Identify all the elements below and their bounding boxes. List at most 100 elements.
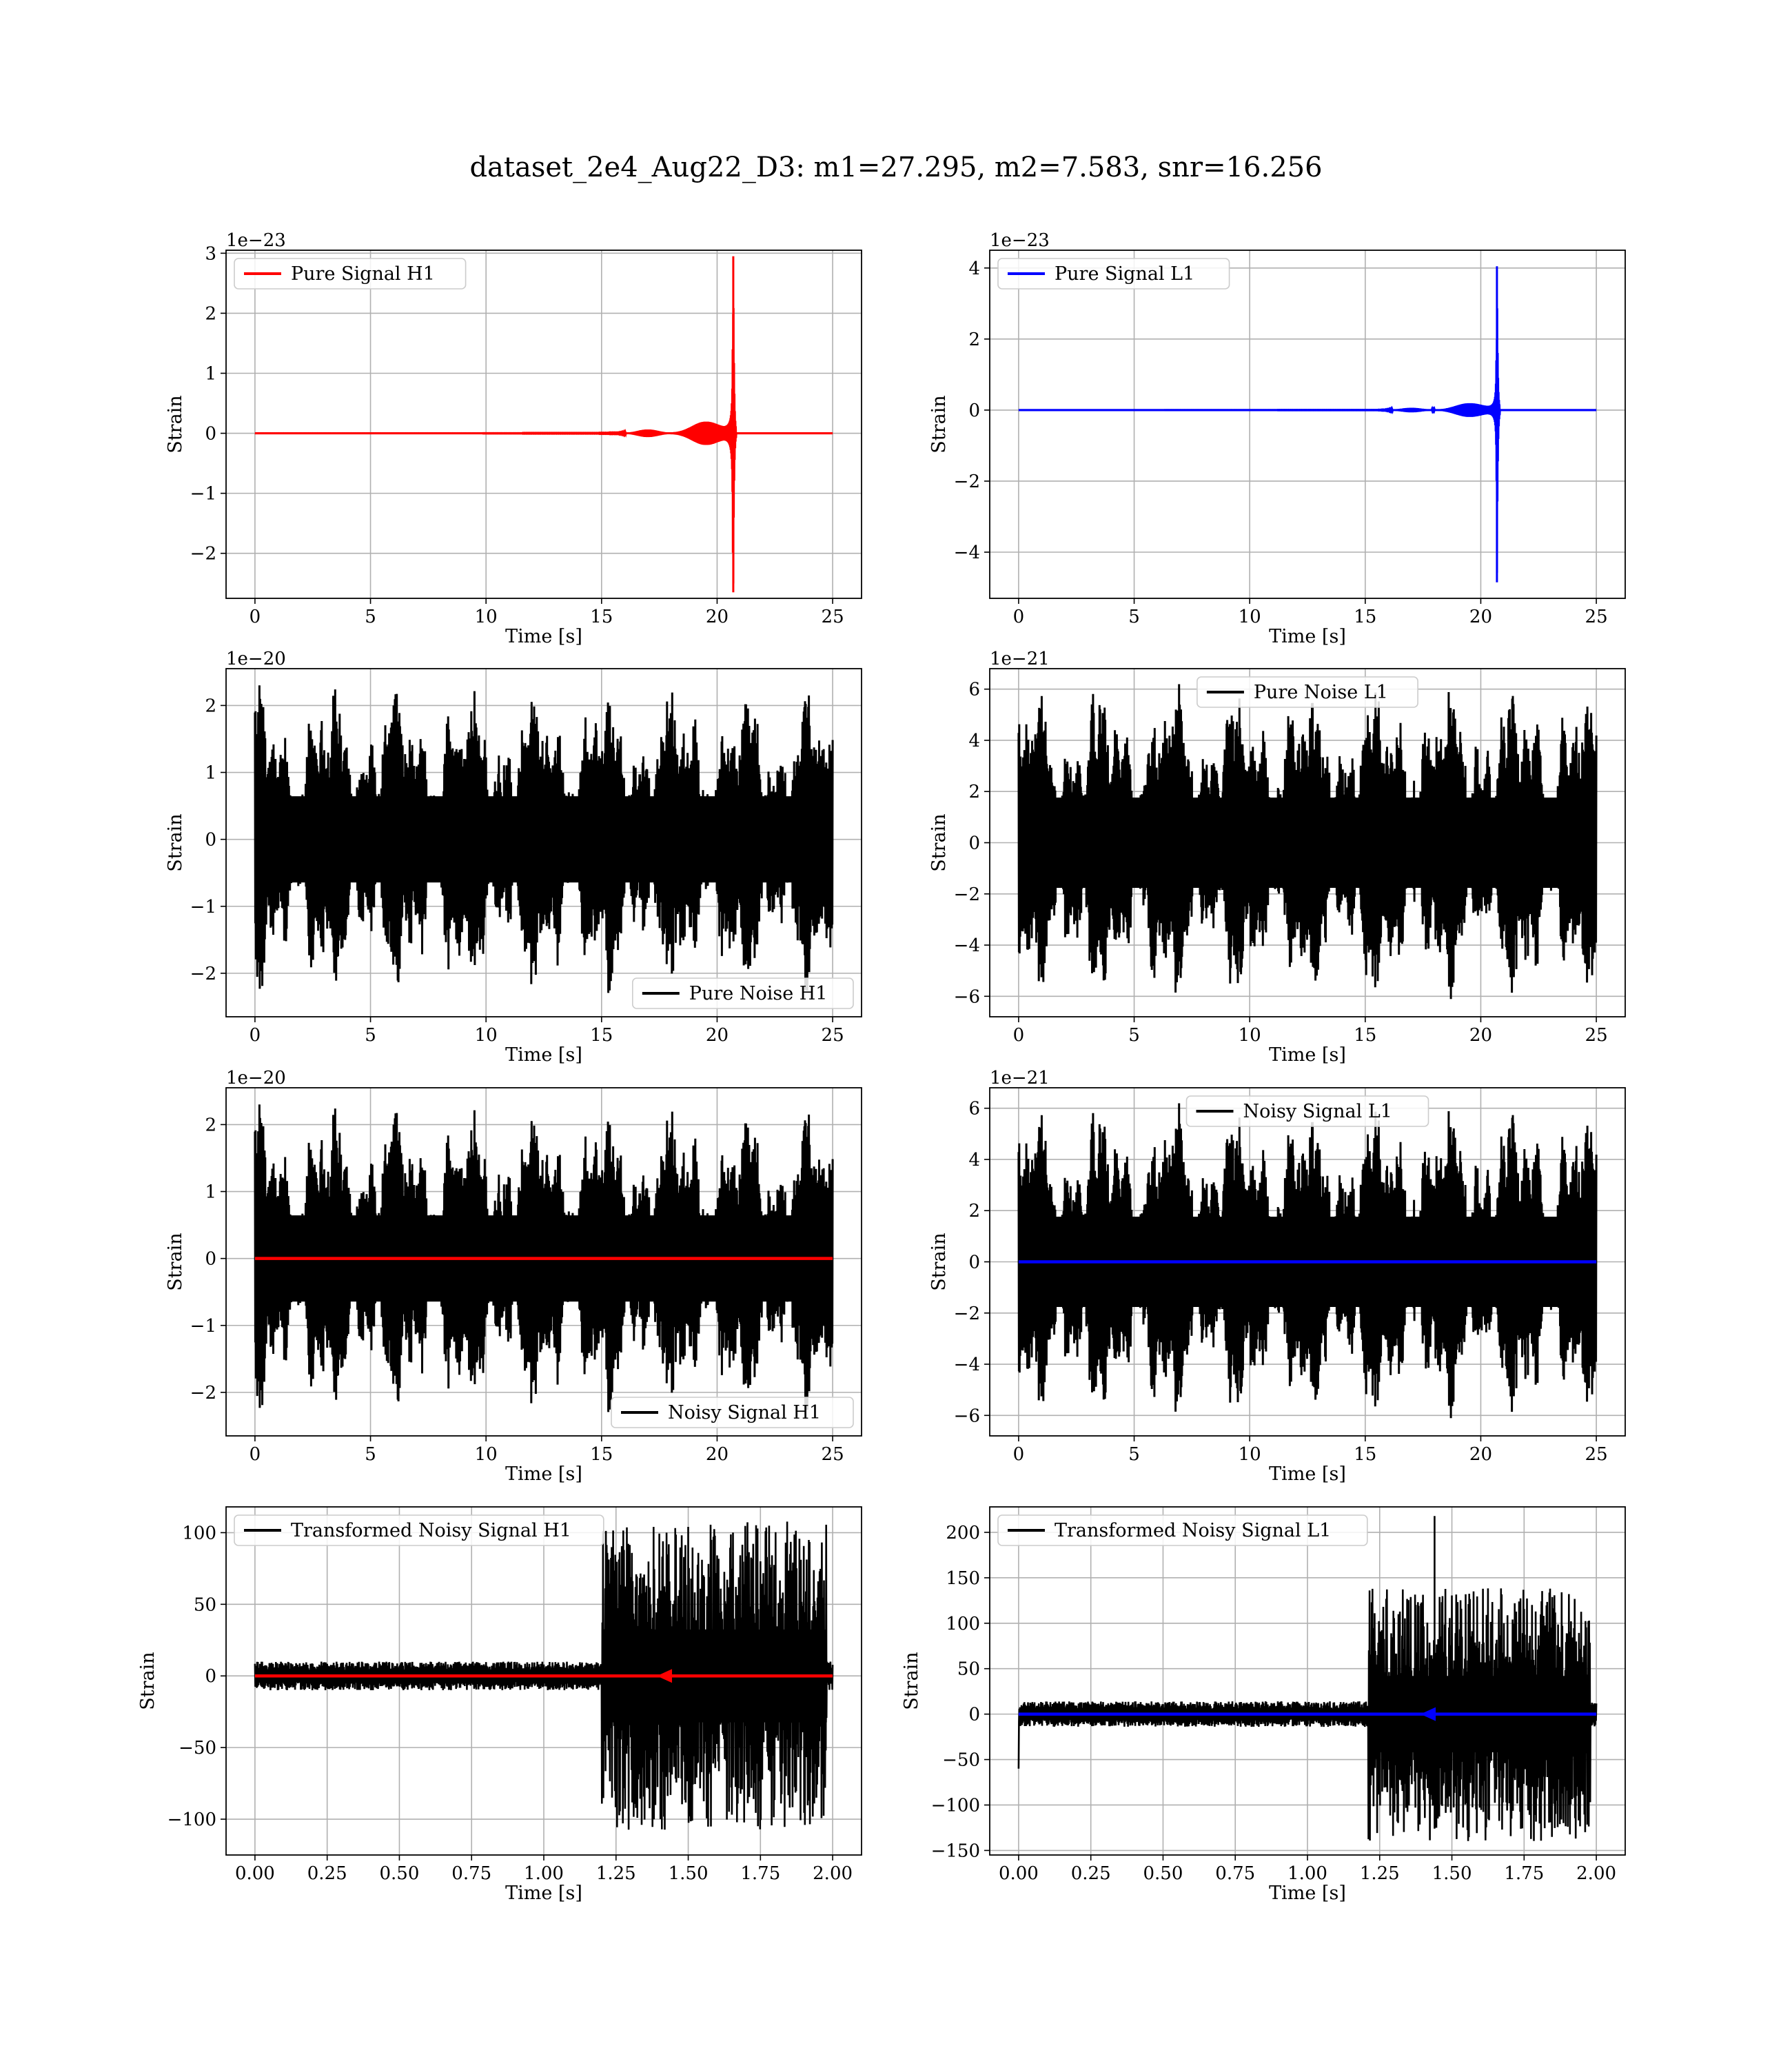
x-tick-label: 10 <box>475 1444 498 1465</box>
x-axis-label: Time [s] <box>1269 1044 1346 1066</box>
axes-frame <box>225 668 862 1017</box>
grid <box>226 250 862 598</box>
x-tick-label: 0.25 <box>1071 1863 1111 1884</box>
series-marker <box>1421 1707 1436 1721</box>
y-tick-label: −1 <box>190 484 216 505</box>
series-line <box>1017 1103 1598 1419</box>
x-tick-label: 0.75 <box>451 1863 491 1884</box>
x-tick-label: 0.00 <box>235 1863 275 1884</box>
y-tick-label: −1 <box>190 1316 216 1337</box>
y-tick-label: −100 <box>167 1810 216 1830</box>
x-tick-label: 15 <box>590 1025 613 1046</box>
axes: 0 5 10 15 20 25 −2 −1 0 1 2 Time [s] Strain 1e−20 <box>165 649 844 1066</box>
legend-box <box>631 977 854 1009</box>
x-tick-label: 1.75 <box>1504 1863 1544 1884</box>
legend: Transformed Noisy Signal H1 <box>234 1514 604 1546</box>
axes-frame <box>989 250 1626 599</box>
legend-label: Pure Noise H1 <box>689 983 828 1004</box>
x-tick-label: 1.50 <box>1432 1863 1472 1884</box>
offset-text: 1e−20 <box>226 1068 286 1088</box>
y-tick-label: 50 <box>957 1659 980 1680</box>
x-tick-label: 15 <box>1354 1025 1376 1046</box>
x-tick-label: 10 <box>1239 607 1261 627</box>
y-tick-label: −2 <box>190 544 216 565</box>
series-line <box>1017 684 1598 1000</box>
y-tick-label: −2 <box>190 1383 216 1403</box>
x-tick-label: 1.25 <box>596 1863 636 1884</box>
y-tick-label: 0 <box>968 1253 980 1273</box>
y-tick-label: 200 <box>946 1523 980 1543</box>
axes: 0.00 0.25 0.50 0.75 1.00 1.25 1.50 1.75 2.00 −100… <box>137 1523 853 1904</box>
x-axis-label: Time [s] <box>1269 1883 1346 1904</box>
series-line <box>1018 266 1597 582</box>
legend-label: Pure Signal L1 <box>1055 263 1194 285</box>
x-tick-label: 20 <box>1469 607 1492 627</box>
x-tick-label: 1.00 <box>524 1863 564 1884</box>
y-tick-label: 2 <box>205 303 216 324</box>
y-axis-label: Strain <box>165 395 186 453</box>
subplot-8: 0.00 0.25 0.50 0.75 1.00 1.25 1.50 1.75 2.00 −150… <box>901 1506 1626 1904</box>
x-tick-label: 15 <box>1354 1444 1376 1465</box>
y-tick-label: −2 <box>954 1304 980 1324</box>
y-tick-label: 4 <box>968 731 980 751</box>
x-tick-label: 5 <box>1128 1444 1140 1465</box>
plot-area <box>254 256 833 593</box>
legend: Pure Signal L1 <box>997 258 1230 290</box>
x-tick-label: 20 <box>1469 1025 1492 1046</box>
offset-text: 1e−21 <box>990 1068 1050 1088</box>
x-tick-label: 10 <box>1239 1444 1261 1465</box>
x-tick-label: 5 <box>365 607 376 627</box>
x-tick-label: 1.75 <box>740 1863 780 1884</box>
series-1 <box>1017 684 1598 1000</box>
y-tick-label: −4 <box>954 1355 980 1375</box>
x-tick-label: 0 <box>250 1025 261 1046</box>
y-tick-label: 50 <box>194 1594 216 1615</box>
x-tick-label: 1.50 <box>669 1863 709 1884</box>
x-tick-label: 0 <box>1013 607 1025 627</box>
y-tick-label: −50 <box>179 1738 216 1758</box>
legend-label: Pure Signal H1 <box>291 263 435 285</box>
legend: Transformed Noisy Signal L1 <box>997 1514 1368 1546</box>
y-tick-label: 0 <box>968 401 980 421</box>
series-line <box>254 685 834 993</box>
y-axis-label: Strain <box>928 395 950 453</box>
y-axis-label: Strain <box>137 1652 159 1710</box>
y-tick-label: 100 <box>182 1523 216 1543</box>
y-tick-label: −2 <box>190 964 216 984</box>
x-tick-label: 20 <box>706 607 729 627</box>
x-axis-label: Time [s] <box>1269 626 1346 647</box>
legend: Noisy Signal H1 <box>611 1397 854 1428</box>
y-tick-label: −6 <box>954 986 980 1007</box>
y-tick-label: −1 <box>190 897 216 918</box>
plot-area <box>254 1521 834 1830</box>
plot-area <box>1018 266 1597 582</box>
x-tick-label: 5 <box>365 1025 376 1046</box>
x-tick-label: 0.25 <box>307 1863 347 1884</box>
y-axis-label: Strain <box>165 1233 186 1290</box>
series-core <box>254 796 833 883</box>
legend: Pure Noise L1 <box>1197 676 1418 708</box>
x-axis-label: Time [s] <box>1269 1463 1346 1485</box>
legend-box <box>234 258 467 290</box>
y-tick-label: −150 <box>931 1841 980 1861</box>
axes: 0 5 10 15 20 25 −2 −1 0 1 2 Time [s] Strain 1e−20 <box>165 1068 844 1485</box>
y-tick-label: 0 <box>205 830 216 851</box>
x-tick-label: 25 <box>1585 1444 1608 1465</box>
legend-label: Noisy Signal H1 <box>668 1402 821 1423</box>
subplot-6: 0 5 10 15 20 25 −6 −4 −2 0 2 4 6 Time [s] Strain 1e−21 N… <box>928 1068 1626 1485</box>
y-tick-label: 2 <box>968 782 980 802</box>
legend-label: Transformed Noisy Signal H1 <box>291 1520 571 1541</box>
x-axis-label: Time [s] <box>505 1883 582 1904</box>
axes: 0 5 10 15 20 25 −6 −4 −2 0 2 4 6 Time [s] Strain 1e−21 <box>928 649 1608 1066</box>
plot-area <box>254 1104 834 1412</box>
legend: Pure Noise H1 <box>631 977 854 1009</box>
x-tick-label: 20 <box>706 1025 729 1046</box>
y-tick-label: 2 <box>205 1115 216 1135</box>
y-tick-label: 0 <box>968 833 980 854</box>
y-tick-label: 2 <box>968 1201 980 1221</box>
legend-box <box>1197 676 1418 708</box>
x-tick-label: 5 <box>1128 607 1140 627</box>
x-tick-label: 20 <box>706 1444 729 1465</box>
axes: 0 5 10 15 20 25 −4 −2 0 2 4 Time [s] Strain 1e−23 <box>928 230 1608 647</box>
x-axis-label: Time [s] <box>505 1044 582 1066</box>
